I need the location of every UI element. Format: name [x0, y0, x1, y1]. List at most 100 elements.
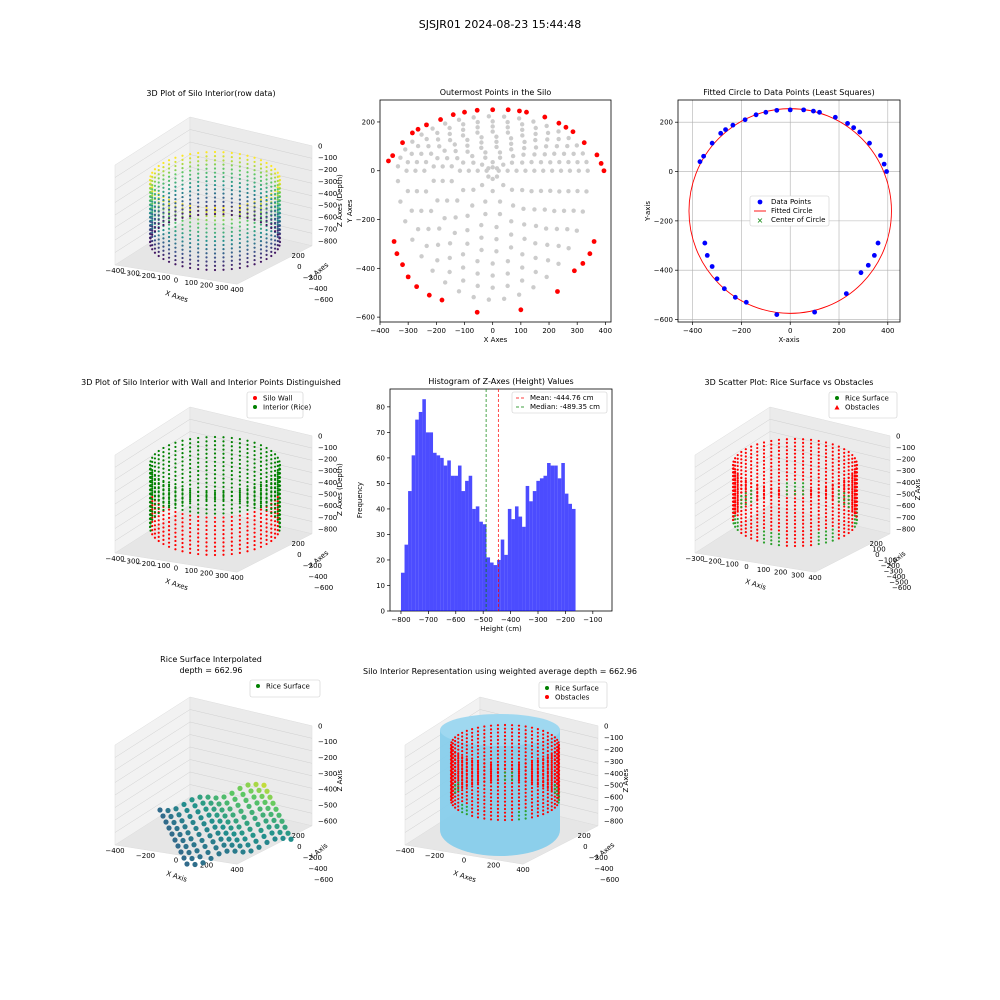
- obstacle-point: [750, 456, 753, 459]
- legend: Rice Surface: [249, 679, 321, 698]
- z-tick-label: −100: [896, 444, 915, 452]
- obstacle-point: [851, 508, 854, 512]
- silo-point: [276, 217, 279, 220]
- obstacle-point: [831, 446, 834, 450]
- obstacle-point: [809, 533, 813, 536]
- silo-point: [162, 471, 165, 474]
- surface-point: [277, 829, 283, 835]
- silo-point: [278, 464, 281, 467]
- surface-point: [184, 807, 190, 814]
- obstacle-point: [489, 810, 493, 814]
- silo-point: [259, 227, 263, 230]
- obstacle-point: [736, 494, 739, 497]
- interior-point: [509, 147, 514, 152]
- obstacle-point: [744, 448, 747, 451]
- wall-and-interior-points: [148, 435, 282, 557]
- obstacle-point: [756, 487, 759, 490]
- silo-point: [213, 477, 217, 480]
- silo-point: [167, 204, 171, 207]
- obstacle-point: [847, 461, 850, 465]
- obstacle-point: [471, 800, 474, 803]
- silo-point: [151, 489, 154, 492]
- obstacle-point: [793, 526, 797, 529]
- interior-point: [494, 174, 500, 179]
- silo-point: [246, 223, 249, 227]
- obstacle-point: [530, 783, 534, 786]
- silo-point: [253, 214, 256, 217]
- silo-point: [181, 227, 184, 231]
- silo-point: [259, 448, 263, 451]
- z-tick-label: 0: [896, 432, 900, 440]
- silo-point: [246, 468, 249, 471]
- obstacle-point: [550, 794, 553, 797]
- silo-point: [276, 497, 279, 501]
- silo-point: [238, 229, 241, 232]
- silo-point: [162, 219, 165, 222]
- silo-point: [162, 174, 165, 177]
- interior-point: [426, 226, 431, 232]
- legend-frame: [511, 391, 608, 414]
- obstacle-point: [546, 750, 549, 753]
- silo-point: [167, 506, 171, 509]
- obstacle-point: [471, 785, 474, 788]
- surface-point: [280, 835, 286, 841]
- obstacle-point: [503, 818, 507, 822]
- obstacle-point: [530, 790, 534, 793]
- obstacle-point: [744, 451, 747, 454]
- obstacle-point: [750, 515, 753, 518]
- silo-point: [265, 233, 268, 236]
- outer-points: [386, 107, 607, 315]
- obstacle-point: [824, 485, 828, 488]
- interior-point: [556, 136, 561, 142]
- obstacle-point: [756, 498, 759, 501]
- obstacle-point: [809, 457, 813, 460]
- silo-point: [259, 529, 263, 532]
- silo-point: [189, 543, 192, 546]
- obstacle-point: [762, 526, 766, 529]
- silo-point: [259, 204, 263, 207]
- silo-point: [230, 243, 233, 246]
- silo-point: [276, 475, 279, 478]
- silo-point: [197, 440, 200, 444]
- silo-point: [162, 223, 165, 227]
- z-gridline: [769, 455, 891, 486]
- surface-point: [186, 849, 192, 856]
- histogram-bar: [479, 521, 483, 611]
- silo-point: [205, 188, 208, 191]
- obstacle-point: [476, 744, 480, 748]
- obstacle-point: [557, 774, 560, 777]
- z-gridline: [189, 709, 313, 739]
- interior-point: [552, 208, 557, 214]
- obstacle-point: [483, 813, 486, 816]
- obstacle-point: [503, 723, 507, 727]
- obstacle-point: [734, 464, 737, 467]
- obstacle-point: [536, 731, 539, 734]
- silo-point: [213, 196, 217, 199]
- obstacle-point: [837, 526, 840, 529]
- obstacle-point: [785, 533, 789, 536]
- silo-point: [265, 182, 268, 185]
- z-gridline: [189, 492, 313, 522]
- silo-point: [246, 200, 249, 203]
- silo-point: [205, 504, 208, 507]
- interior-point: [440, 164, 445, 169]
- silo-point: [153, 469, 157, 472]
- z-gridline: [189, 746, 313, 777]
- silo-point: [205, 235, 208, 238]
- obstacle-point: [503, 771, 507, 774]
- obstacle-point: [483, 780, 486, 783]
- obstacle-point: [483, 799, 486, 802]
- silo-point: [230, 247, 233, 250]
- silo-point: [162, 178, 165, 181]
- silo-point: [246, 248, 249, 251]
- silo-point: [197, 226, 200, 229]
- silo-point: [265, 484, 268, 487]
- x-tick-label: 200: [542, 327, 555, 335]
- obstacle-point: [546, 775, 549, 778]
- silo-point: [174, 238, 177, 241]
- z-gridline: [189, 129, 313, 159]
- silo-point: [153, 461, 157, 464]
- silo-point: [174, 474, 177, 477]
- silo-point: [151, 456, 154, 459]
- silo-point: [153, 528, 157, 531]
